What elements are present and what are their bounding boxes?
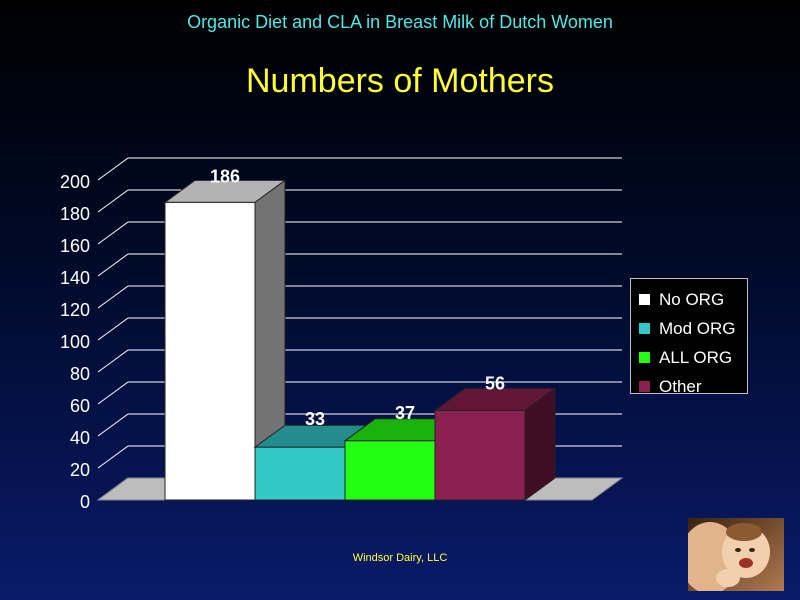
gridline-depth	[97, 349, 129, 373]
data-label: 37	[395, 403, 415, 423]
y-tick-label: 140	[60, 268, 90, 288]
data-label: 56	[485, 373, 505, 393]
legend-swatch	[639, 352, 650, 363]
y-tick-label: 120	[60, 300, 90, 320]
legend-label: Other	[659, 376, 702, 396]
gridline-depth	[97, 445, 129, 469]
y-tick-label: 60	[70, 396, 90, 416]
y-tick-label: 200	[60, 172, 90, 192]
legend-label: Mod ORG	[659, 318, 736, 338]
gridline-depth	[97, 157, 129, 181]
gridline-depth	[97, 317, 129, 341]
data-label: 186	[210, 166, 240, 186]
slide-title: Numbers of Mothers	[246, 62, 554, 100]
y-tick-label: 0	[80, 492, 90, 512]
chart-legend: No ORG Mod ORG ALL ORG Other	[630, 278, 748, 396]
legend-swatch	[639, 381, 650, 392]
y-tick-label: 80	[70, 364, 90, 384]
bar	[434, 409, 526, 501]
gridline-depth	[97, 221, 129, 245]
y-tick-label: 100	[60, 332, 90, 352]
y-tick-label: 40	[70, 428, 90, 448]
data-label: 33	[305, 409, 325, 429]
y-tick-label: 180	[60, 204, 90, 224]
legend-item-other: Other	[639, 372, 747, 401]
gridline-depth	[97, 413, 129, 437]
y-tick-label: 20	[70, 460, 90, 480]
bar	[344, 440, 436, 501]
legend-label: No ORG	[659, 289, 725, 309]
gridline-depth	[97, 189, 129, 213]
slide-subtitle: Organic Diet and CLA in Breast Milk of D…	[187, 12, 613, 32]
legend-item-all-org: ALL ORG	[639, 343, 747, 372]
legend-item-no-org: No ORG	[639, 285, 747, 314]
y-tick-label: 160	[60, 236, 90, 256]
legend-item-mod-org: Mod ORG	[639, 314, 747, 343]
gridline-depth	[97, 381, 129, 405]
bar	[164, 201, 256, 501]
footer-credit: Windsor Dairy, LLC	[352, 552, 448, 564]
gridline-depth	[97, 253, 129, 277]
legend-swatch	[639, 294, 650, 305]
baby-photo-icon	[688, 518, 784, 591]
legend-swatch	[639, 323, 650, 334]
bar	[254, 446, 346, 501]
legend-label: ALL ORG	[659, 347, 733, 367]
gridline-depth	[97, 285, 129, 309]
